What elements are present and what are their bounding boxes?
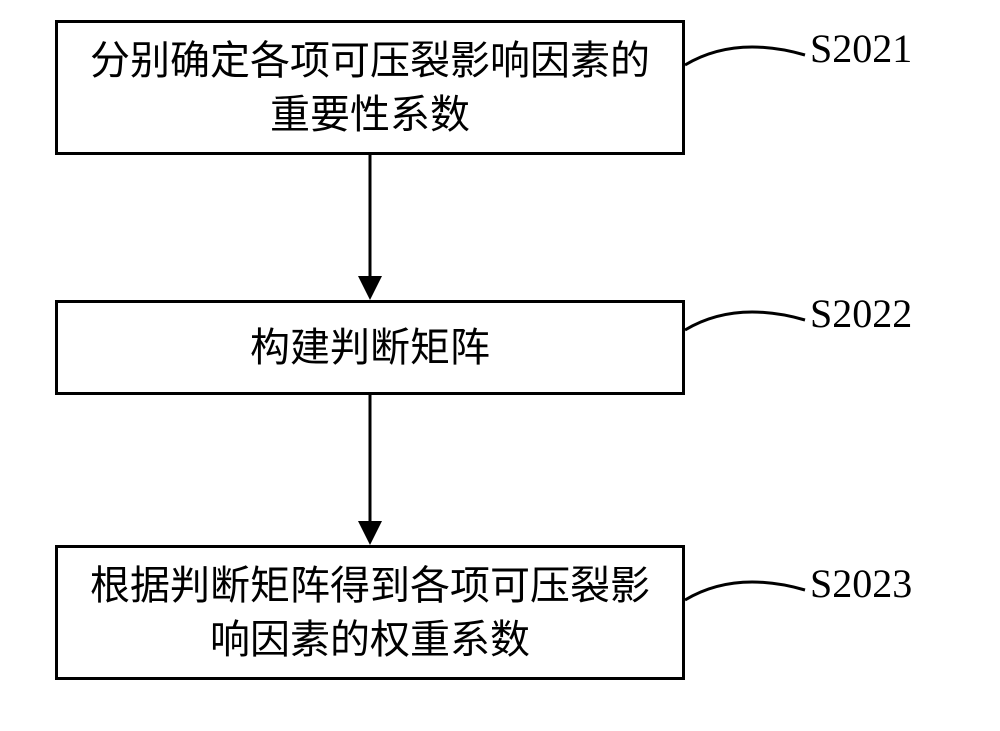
label-connector-n3 bbox=[681, 566, 809, 604]
flow-node-n1: 分别确定各项可压裂影响因素的重要性系数 bbox=[55, 20, 685, 155]
step-label-n2: S2022 bbox=[810, 290, 912, 337]
step-label-n1: S2021 bbox=[810, 25, 912, 72]
flow-node-n2: 构建判断矩阵 bbox=[55, 300, 685, 395]
label-connector-n2 bbox=[681, 296, 809, 334]
flowchart-canvas: 分别确定各项可压裂影响因素的重要性系数构建判断矩阵根据判断矩阵得到各项可压裂影响… bbox=[0, 0, 1000, 731]
flow-arrow-n1-n2 bbox=[358, 155, 382, 300]
flow-arrow-n2-n3 bbox=[358, 395, 382, 545]
label-connector-n1 bbox=[681, 31, 809, 69]
step-label-n3: S2023 bbox=[810, 560, 912, 607]
flow-node-n3: 根据判断矩阵得到各项可压裂影响因素的权重系数 bbox=[55, 545, 685, 680]
